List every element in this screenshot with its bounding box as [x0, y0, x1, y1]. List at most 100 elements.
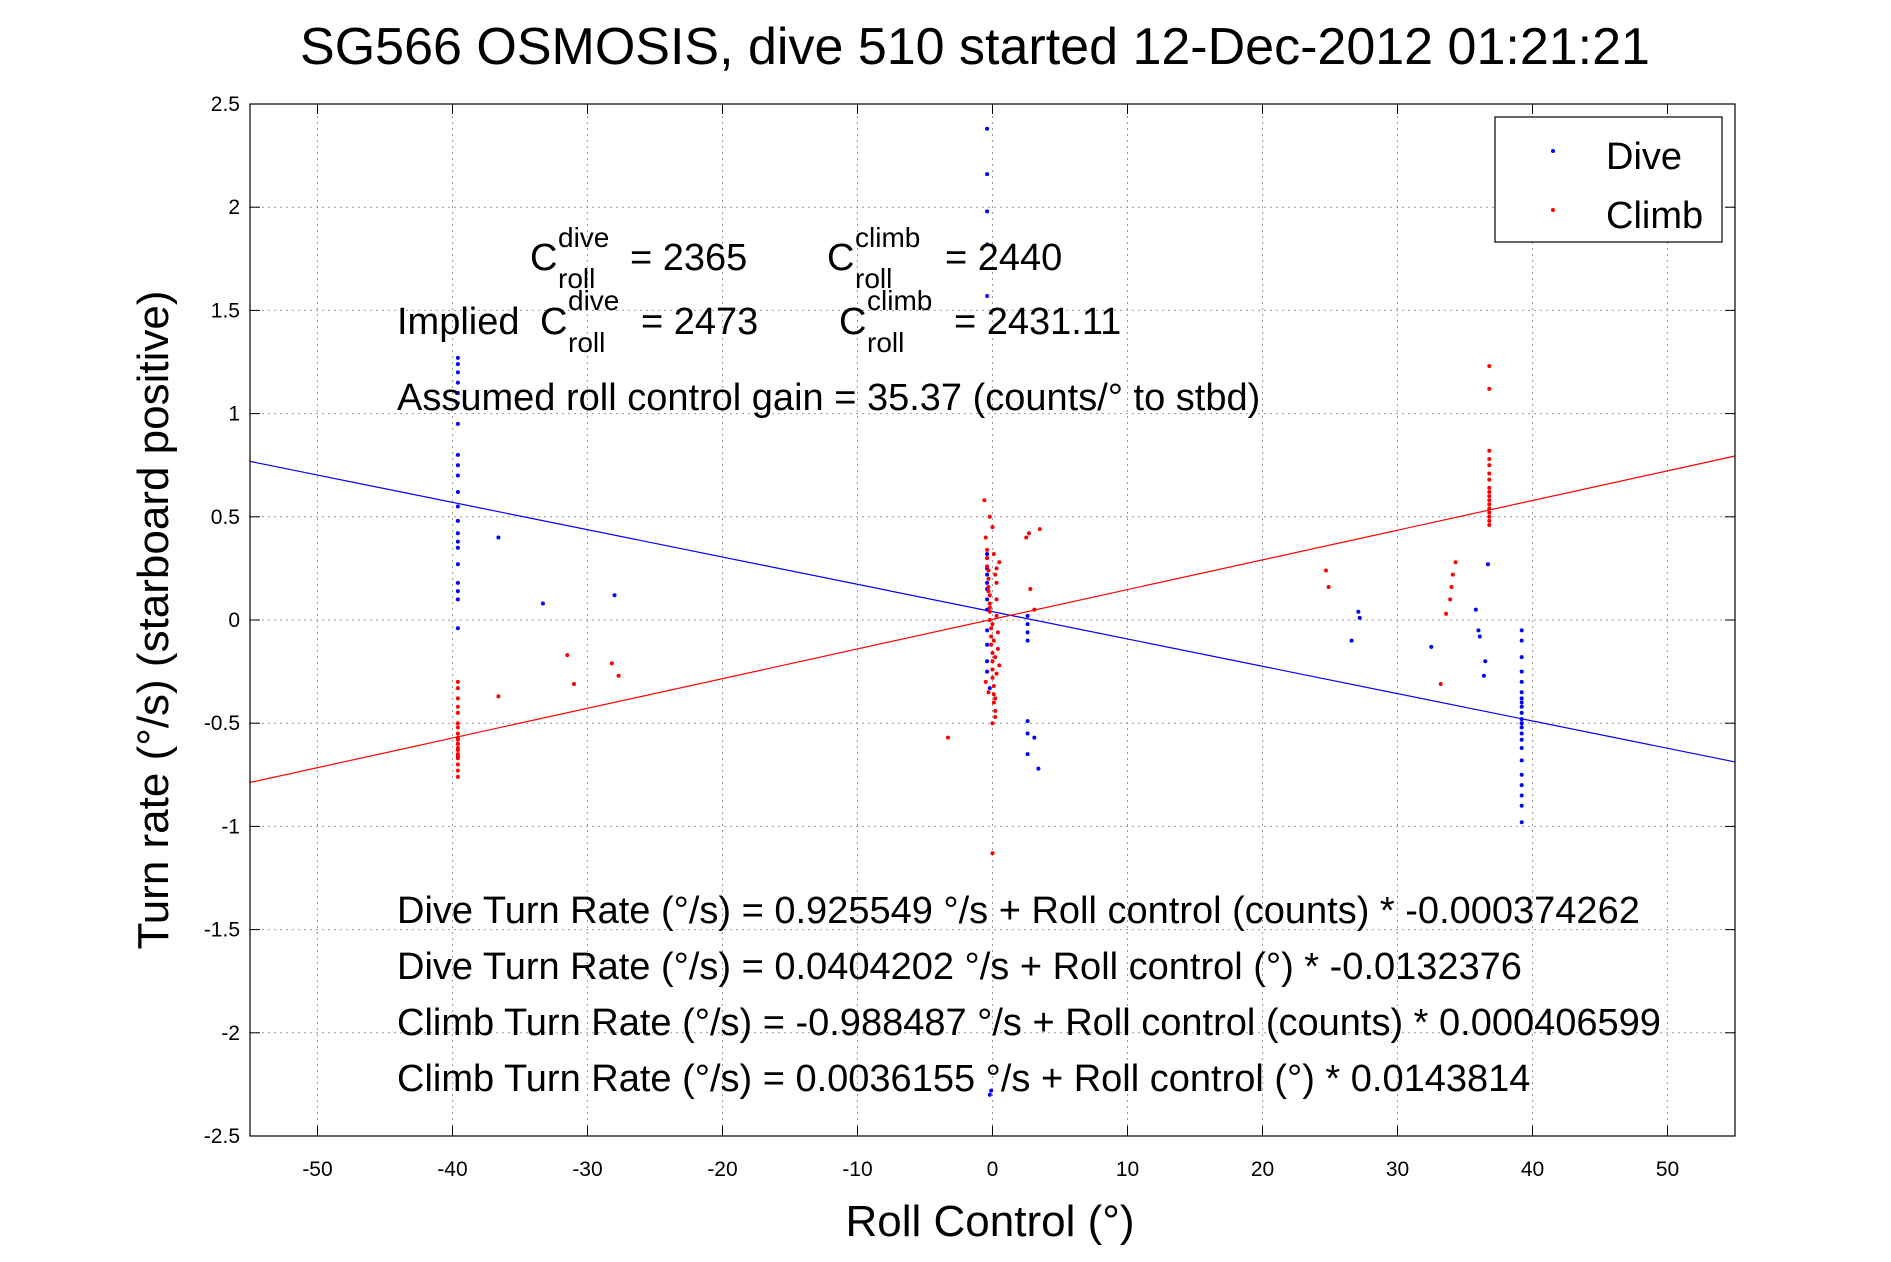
data-point [455, 539, 460, 544]
data-point [1438, 681, 1443, 686]
x-tick-label: 0 [987, 1158, 999, 1181]
data-point [987, 514, 992, 519]
implied-annotation: Implied C dive roll = 2473 C climb roll … [397, 285, 1121, 358]
data-point [1519, 700, 1524, 705]
data-point [455, 737, 460, 742]
data-point [1448, 597, 1453, 602]
data-point [455, 679, 460, 684]
data-point [1487, 518, 1492, 523]
data-point [1025, 638, 1030, 643]
data-point [455, 696, 460, 701]
data-point [455, 626, 460, 631]
equation-climb-counts: Climb Turn Rate (°/s) = -0.988487 °/s + … [397, 1002, 1661, 1044]
data-point [455, 562, 460, 567]
data-point [985, 209, 990, 214]
data-point [993, 572, 998, 577]
data-point [455, 473, 460, 478]
data-point [1519, 731, 1524, 736]
data-point [1487, 523, 1492, 528]
data-point [991, 638, 996, 643]
data-point [1487, 485, 1492, 490]
data-point [455, 452, 460, 457]
c-roll-dive-sub: roll [558, 263, 595, 294]
data-point [989, 642, 994, 647]
x-tick-label: -20 [707, 1158, 737, 1181]
implied-climb-sup: climb [867, 285, 932, 316]
data-point [986, 584, 991, 589]
implied-climb-value: = 2431.11 [954, 301, 1121, 343]
data-point [1519, 725, 1524, 730]
data-point [455, 774, 460, 779]
y-tick-label: 0.5 [211, 506, 240, 529]
data-point [1487, 364, 1492, 369]
data-point [987, 601, 992, 606]
data-point [455, 504, 460, 509]
data-point [1487, 494, 1492, 499]
data-point [1519, 710, 1524, 715]
data-point [455, 490, 460, 495]
data-point [455, 380, 460, 385]
implied-climb-symbol: C [839, 301, 866, 343]
data-point [987, 618, 992, 622]
implied-dive-sup: dive [568, 285, 619, 316]
c-roll-climb-symbol: C [827, 237, 854, 279]
data-point [985, 126, 990, 131]
y-tick-label: -1 [221, 815, 240, 838]
data-point [994, 671, 999, 676]
data-point [1519, 721, 1524, 726]
data-point [985, 556, 990, 561]
series-climb [455, 364, 1492, 856]
data-point [990, 525, 995, 530]
data-point [1024, 535, 1029, 540]
data-point [985, 551, 990, 556]
data-point [455, 518, 460, 523]
gain-annotation: Assumed roll control gain = 35.37 (count… [397, 377, 1260, 419]
y-axis-label: Turn rate (°/s) (starboard positive) [129, 290, 178, 949]
data-point [1519, 669, 1524, 674]
implied-dive-value: = 2473 [641, 301, 758, 343]
data-point [989, 1088, 994, 1093]
data-point [1037, 527, 1042, 532]
data-point [455, 768, 460, 773]
x-axis-label: Roll Control (°) [846, 1197, 1135, 1246]
data-point [455, 597, 460, 602]
data-point [1477, 634, 1482, 639]
data-point [455, 721, 460, 726]
data-point [1025, 622, 1030, 627]
data-point [1519, 679, 1524, 684]
data-point [455, 704, 460, 709]
data-point [1026, 531, 1031, 536]
fit-lines [249, 455, 1736, 784]
data-point [1519, 745, 1524, 750]
c-roll-dive-value: = 2365 [630, 237, 747, 279]
data-point [1028, 587, 1033, 592]
data-point [1519, 772, 1524, 777]
data-point [990, 659, 995, 664]
data-point [1483, 659, 1488, 664]
data-point [455, 748, 460, 753]
data-point [540, 601, 545, 606]
data-point [1356, 609, 1361, 614]
data-point [455, 580, 460, 585]
y-tick-label: 2 [228, 196, 240, 219]
data-point [1519, 793, 1524, 798]
data-point [612, 593, 617, 598]
legend-dive-label: Dive [1606, 136, 1682, 178]
data-point [983, 679, 988, 684]
data-point [1032, 735, 1037, 740]
chart-title: SG566 OSMOSIS, dive 510 started 12-Dec-2… [300, 18, 1650, 76]
data-point [1476, 628, 1481, 633]
data-point [987, 609, 992, 614]
data-point [1487, 386, 1492, 391]
data-point [991, 551, 996, 556]
legend-climb-label: Climb [1606, 195, 1703, 237]
series-dive [455, 126, 1524, 1097]
data-point [496, 694, 501, 699]
legend-dive-marker [1551, 149, 1555, 153]
data-point [985, 669, 990, 674]
data-points [455, 126, 1524, 1097]
data-point [1487, 448, 1492, 453]
data-point [986, 589, 991, 594]
data-point [1519, 758, 1524, 763]
